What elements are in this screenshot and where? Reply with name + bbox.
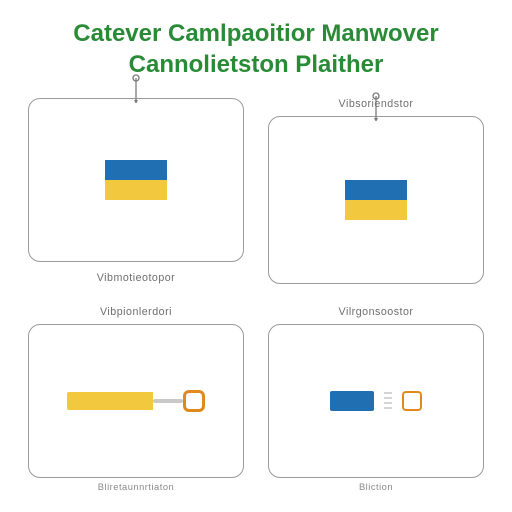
page-title: Catever Camlpaoitior Manwover Cannoliets… (28, 18, 484, 80)
title-line-1: Catever Camlpaoitior Manwover (28, 18, 484, 49)
flag-icon (105, 160, 167, 200)
title-line-2: Cannolietston Plaither (28, 49, 484, 80)
chip-icon (330, 389, 422, 413)
pin-icon (370, 91, 382, 121)
caption-br-bottom: Bliction (268, 482, 484, 492)
cell-bottom-left: Vibpionlerdori Bliretaunnrtiaton (28, 306, 244, 492)
pin-icon (130, 73, 142, 103)
caption-br-top: Vilrgonsoostor (268, 306, 484, 318)
panel-top-right (268, 116, 484, 284)
panel-top-left (28, 98, 244, 262)
caption-bl-top: Vibpionlerdori (28, 306, 244, 318)
flag-icon (345, 180, 407, 220)
panel-bottom-right (268, 324, 484, 478)
cell-top-right: Vibsoriendstor (268, 98, 484, 284)
caption-tl: Vibmotieotopor (28, 272, 244, 284)
cell-bottom-right: Vilrgonsoostor Bliction (268, 306, 484, 492)
cell-top-left: Vibmotieotopor (28, 98, 244, 284)
panel-grid: Vibmotieotopor Vibsoriendstor Vibpionler… (28, 98, 484, 492)
panel-bottom-left (28, 324, 244, 478)
cable-icon (67, 389, 205, 413)
ticks-icon (382, 389, 394, 413)
caption-bl-bottom: Bliretaunnrtiaton (28, 482, 244, 492)
